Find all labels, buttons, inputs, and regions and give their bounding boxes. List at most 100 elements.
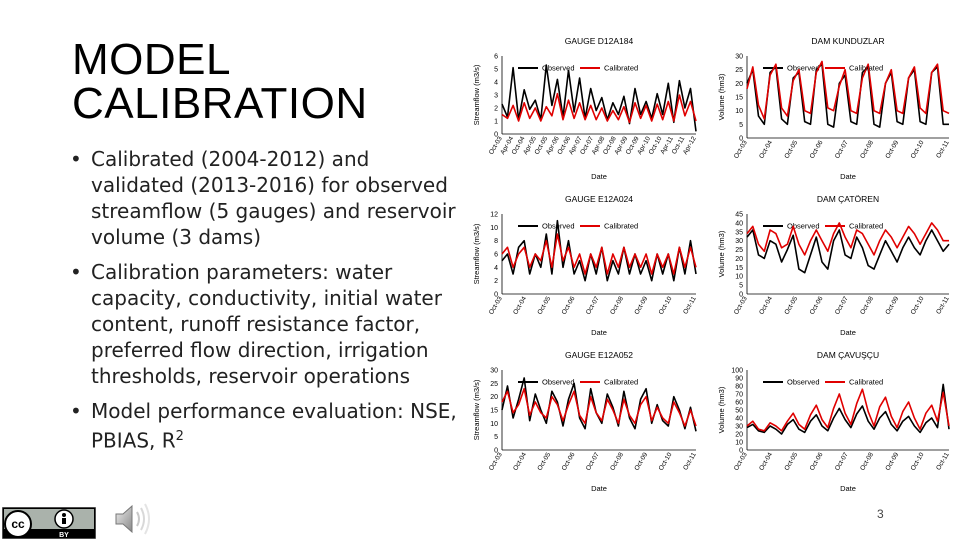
y-tick-label: 10 — [490, 225, 498, 232]
chart-svg: GAUGE E12A052 Streamflow (m3/s) 0 5 10 15 20 25… — [472, 350, 698, 493]
y-tick-label: 30 — [735, 54, 743, 61]
series-line-observed — [501, 377, 697, 432]
chart-gauge-d12a184: GAUGE D12A184 Streamflow (m3/s) 0 1 2 3 4 5 6 Oct… — [470, 30, 702, 182]
chart-title: GAUGE D12A184 — [565, 36, 634, 46]
legend-label: Calibrated — [604, 222, 638, 231]
x-tick-label: Oct-11 — [682, 451, 698, 471]
x-tick-label: Oct-09 — [884, 451, 900, 472]
x-axis-label: Date — [591, 484, 607, 493]
y-tick-label: 5 — [494, 67, 498, 74]
y-tick-label: 20 — [735, 81, 743, 88]
series-line-observed — [501, 64, 697, 132]
series-line-calibrated — [746, 388, 950, 432]
series-line-calibrated — [746, 60, 950, 120]
y-tick-label: 90 — [735, 376, 743, 383]
x-tick-label: Oct-09 — [633, 451, 649, 472]
y-tick-label: 8 — [494, 238, 498, 245]
x-tick-label: Oct-05 — [536, 295, 552, 316]
x-tick-label: Oct-08 — [859, 451, 875, 472]
x-tick-label: Oct-05 — [783, 295, 799, 316]
chart-title: DAM KUNDUZLAR — [811, 36, 884, 46]
y-axis-label: Streamflow (m3/s) — [472, 223, 481, 284]
y-axis-label: Volume (hm3) — [717, 230, 726, 277]
x-tick-label: Oct-05 — [783, 139, 799, 160]
chart-svg: DAM KUNDUZLAR Volume (hm3) 0 5 10 15 20 25 30 Oct… — [717, 36, 951, 181]
y-tick-label: 6 — [494, 54, 498, 61]
bullet-text: Calibration parameters: water capacity, … — [91, 260, 442, 388]
x-axis-label: Date — [591, 172, 607, 181]
y-tick-label: 100 — [731, 368, 743, 375]
cc-license-badge[interactable]: cc BY — [1, 506, 97, 540]
series-line-calibrated — [746, 222, 949, 256]
legend-label: Calibrated — [849, 222, 883, 231]
x-tick-label: Oct-04 — [512, 451, 528, 472]
x-tick-label: Oct-11 — [935, 139, 951, 159]
series-line-observed — [746, 229, 950, 274]
y-tick-label: 0 — [494, 448, 498, 455]
y-tick-label: 15 — [735, 265, 743, 272]
bullet-item: Calibration parameters: water capacity, … — [70, 259, 462, 389]
y-tick-label: 10 — [490, 421, 498, 428]
series-line-calibrated — [501, 233, 697, 275]
license-label: BY — [59, 532, 69, 539]
x-tick-label: Oct-08 — [609, 295, 625, 316]
y-tick-label: 5 — [739, 283, 743, 290]
x-tick-label: Oct-08 — [859, 139, 875, 160]
y-tick-label: 0 — [739, 136, 743, 143]
y-tick-label: 20 — [735, 432, 743, 439]
chart-dam-kunduzlar: DAM KUNDUZLAR Volume (hm3) 0 5 10 15 20 25 30 Oct… — [715, 30, 955, 182]
bullet-text: Model performance evaluation: NSE, PBIAS… — [91, 399, 457, 453]
y-tick-label: 60 — [735, 400, 743, 407]
chart-svg: DAM ÇAVUŞÇU Volume (hm3) 01020304050607080… — [717, 350, 951, 493]
y-tick-label: 25 — [490, 381, 498, 388]
y-tick-label: 35 — [735, 229, 743, 236]
bullet-text: Calibrated (2004-2012) and validated (20… — [91, 147, 456, 249]
x-tick-label: Oct-10 — [658, 451, 674, 472]
y-tick-label: 30 — [490, 368, 498, 375]
legend-label: Calibrated — [604, 64, 638, 73]
legend-label: Observed — [787, 378, 820, 387]
y-tick-label: 50 — [735, 408, 743, 415]
y-tick-label: 4 — [494, 80, 498, 87]
audio-speaker-icon[interactable] — [112, 500, 158, 538]
page-number: 3 — [877, 507, 884, 521]
y-tick-label: 40 — [735, 220, 743, 227]
x-axis-label: Date — [840, 328, 856, 337]
x-axis-label: Date — [840, 172, 856, 181]
y-tick-label: 0 — [739, 448, 743, 455]
y-axis-label: Volume (hm3) — [717, 386, 726, 433]
y-tick-label: 2 — [494, 106, 498, 113]
x-tick-label: Oct-10 — [910, 139, 926, 160]
x-tick-label: Oct-11 — [935, 451, 951, 471]
x-tick-label: Oct-05 — [783, 451, 799, 472]
y-tick-label: 80 — [735, 384, 743, 391]
x-tick-label: Oct-10 — [658, 295, 674, 316]
x-tick-label: Oct-06 — [809, 139, 825, 160]
y-tick-label: 0 — [494, 132, 498, 139]
bullet-item: Model performance evaluation: NSE, PBIAS… — [70, 398, 462, 454]
x-tick-label: Oct-10 — [910, 451, 926, 472]
y-tick-label: 6 — [494, 252, 498, 259]
series-line-observed — [746, 383, 950, 435]
svg-text:cc: cc — [11, 517, 25, 531]
legend-label: Calibrated — [849, 64, 883, 73]
legend-label: Observed — [787, 222, 820, 231]
y-tick-label: 45 — [735, 212, 743, 219]
x-tick-label: Oct-11 — [935, 295, 951, 315]
y-tick-label: 30 — [735, 424, 743, 431]
x-tick-label: Oct-08 — [859, 295, 875, 316]
y-tick-label: 20 — [735, 256, 743, 263]
y-tick-label: 2 — [494, 278, 498, 285]
y-tick-label: 1 — [494, 119, 498, 126]
y-tick-label: 20 — [490, 394, 498, 401]
chart-title: DAM ÇATÖREN — [817, 194, 879, 204]
x-tick-label: Oct-07 — [834, 139, 850, 160]
x-axis-label: Date — [591, 328, 607, 337]
y-tick-label: 10 — [735, 274, 743, 281]
y-tick-label: 5 — [494, 434, 498, 441]
y-tick-label: 15 — [735, 95, 743, 102]
slide-title: MODEL CALIBRATION — [72, 35, 368, 128]
x-tick-label: Oct-06 — [809, 451, 825, 472]
y-tick-label: 4 — [494, 265, 498, 272]
y-tick-label: 40 — [735, 416, 743, 423]
